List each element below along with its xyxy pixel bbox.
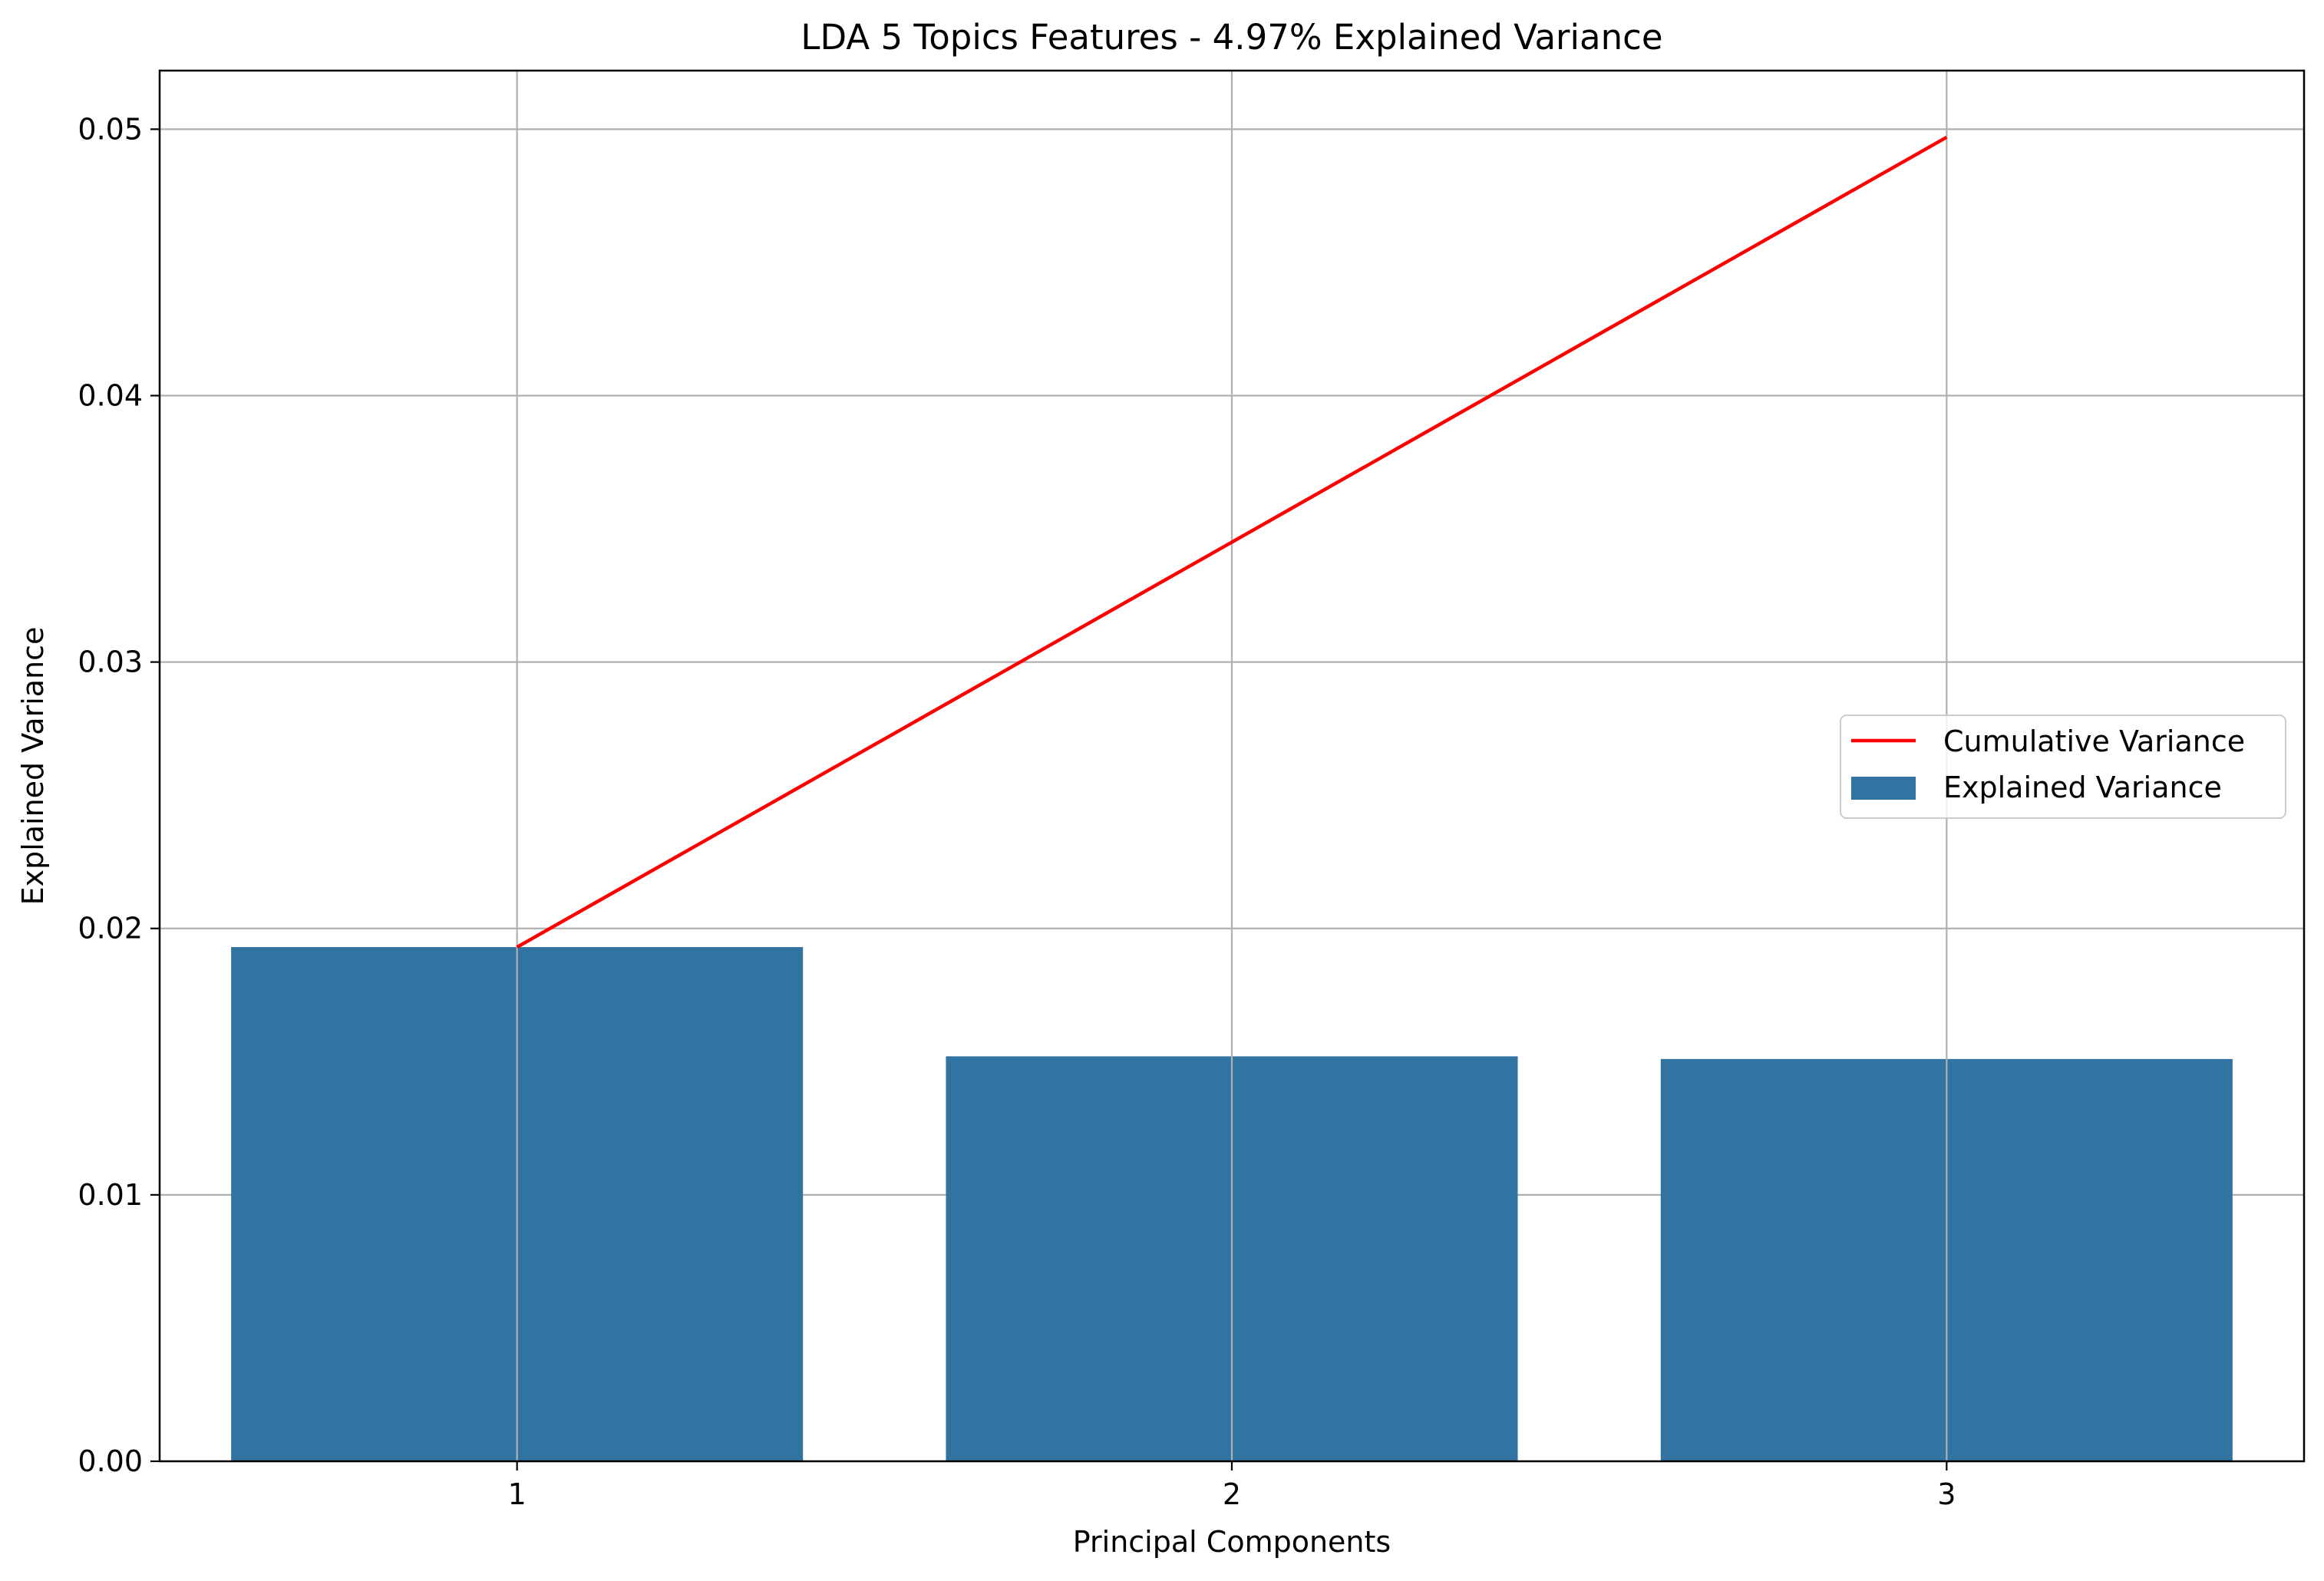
- chart-title: LDA 5 Topics Features - 4.97% Explained …: [801, 17, 1662, 58]
- y-tick-label: 0.04: [78, 378, 143, 412]
- y-axis-label: Explained Variance: [16, 627, 50, 906]
- x-tick-label: 3: [1937, 1477, 1956, 1511]
- legend-label-explained: Explained Variance: [1943, 771, 2222, 804]
- y-tick-label: 0.01: [78, 1178, 143, 1212]
- cumulative-line-layer: [516, 135, 1948, 949]
- y-tick-label: 0.03: [78, 645, 143, 679]
- legend-box: [1840, 715, 2286, 819]
- x-tick-label: 1: [508, 1477, 527, 1511]
- y-tick-label: 0.02: [78, 912, 143, 946]
- y-tick-label: 0.00: [78, 1444, 143, 1478]
- x-tick-label: 2: [1223, 1477, 1241, 1511]
- legend: Cumulative Variance Explained Variance: [1840, 715, 2286, 819]
- legend-bar-swatch: [1851, 777, 1916, 800]
- y-tick-label: 0.05: [78, 112, 143, 146]
- cumulative-variance-line: [516, 135, 1948, 949]
- x-axis-label: Principal Components: [1073, 1525, 1391, 1559]
- ticks: 0.00 0.01 0.02 0.03 0.04 0.05 1 2 3: [78, 112, 1956, 1511]
- legend-label-cumulative: Cumulative Variance: [1943, 724, 2245, 758]
